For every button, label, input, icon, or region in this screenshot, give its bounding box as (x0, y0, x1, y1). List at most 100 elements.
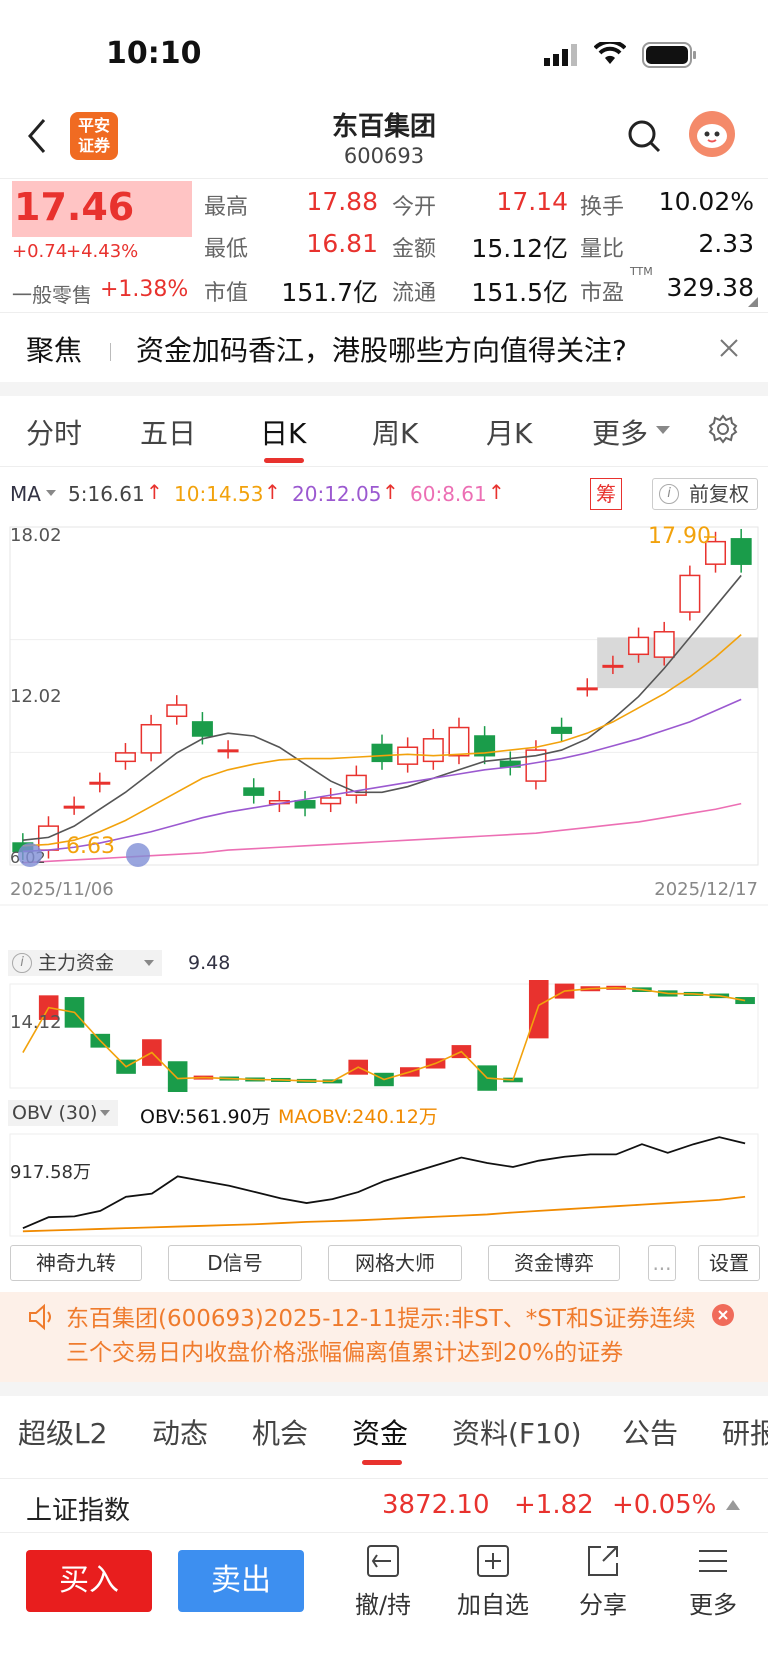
close-notice-icon[interactable] (712, 1304, 734, 1326)
sell-button[interactable]: 卖出 (178, 1550, 304, 1612)
section-tab-indicator (362, 1460, 402, 1465)
price-box (12, 181, 192, 237)
chevron-down-icon (656, 426, 670, 434)
capital-chart[interactable]: 14.12 (0, 980, 768, 1092)
candle (294, 800, 316, 809)
candle (730, 538, 752, 565)
speaker-icon (26, 1302, 56, 1336)
chart-frame (9, 1133, 759, 1237)
candle (653, 631, 675, 658)
capital-header: i 主力资金 9.48 (8, 950, 760, 978)
obv-y-label: 917.58万 (10, 1162, 91, 1183)
chip-button[interactable]: 筹 (590, 478, 622, 510)
add-watchlist-button[interactable]: 加自选 (448, 1543, 538, 1620)
tool-dsignal[interactable]: D信号 (168, 1245, 302, 1281)
expand-corner-icon[interactable] (748, 297, 758, 307)
ma5-up-arrow: ↑ (146, 480, 163, 504)
tool-capital-game[interactable]: 资金博弈 (488, 1245, 620, 1281)
tab-research[interactable]: 研报 (722, 1417, 768, 1450)
stat-label-amount: 金额 (392, 237, 437, 262)
ma-legend: MA 5:16.61 ↑ 10:14.53 ↑ 20:12.05 ↑ 60:8.… (0, 478, 768, 512)
avatar[interactable] (688, 110, 736, 162)
more-label: 更多 (689, 1591, 737, 1619)
adjust-button[interactable]: i 前复权 (652, 478, 758, 510)
notice-banner[interactable]: 东百集团(600693)2025-12-11提示:非ST、*ST和S证券连续三个… (0, 1292, 768, 1382)
ma20-value: 20:12.05 (292, 482, 382, 506)
tab-yuek[interactable]: 月K (486, 417, 533, 450)
stock-title: 东百集团 (331, 112, 436, 142)
tab-capital[interactable]: 资金 (352, 1417, 409, 1450)
obv-value: OBV:561.90万 (140, 1106, 271, 1128)
candle (140, 723, 162, 754)
tool-shenqi[interactable]: 神奇九转 (10, 1245, 142, 1281)
maobv-value: MAOBV:240.12万 (278, 1106, 438, 1128)
stat-label-open: 今开 (392, 195, 437, 220)
cancel-hold-label: 撤/持 (354, 1591, 412, 1619)
candle (114, 752, 136, 763)
sector-label[interactable]: 一般零售 (12, 283, 92, 307)
tab-dynamic[interactable]: 动态 (152, 1417, 209, 1450)
price-change-pct: +4.43% (66, 241, 139, 262)
index-bar[interactable]: 上证指数 3872.10 +1.82 +0.05% (0, 1480, 768, 1532)
tool-more-partial[interactable]: ... (648, 1245, 676, 1281)
chart-frame (9, 526, 759, 866)
chevron-down-icon (144, 960, 154, 966)
obv-chart[interactable]: 917.58万 (0, 1130, 768, 1240)
focus-bar[interactable]: 聚焦 资金加码香江，港股哪些方向值得关注? (0, 312, 768, 382)
event-marker (126, 843, 150, 867)
menu-icon (699, 1550, 727, 1572)
triangle-up-icon (726, 1500, 740, 1510)
focus-label: 聚焦 (26, 334, 83, 367)
stat-label-float: 流通 (392, 281, 437, 306)
y-mid-label: 12.02 (10, 686, 62, 707)
date-start-label: 2025/11/06 (10, 879, 114, 900)
stat-label-pe: 市盈 (580, 281, 625, 306)
tool-grid[interactable]: 网格大师 (328, 1245, 462, 1281)
candle (320, 797, 342, 805)
stat-value-amount: 15.12亿 (471, 234, 568, 263)
obv-selector[interactable]: OBV (30) (8, 1100, 118, 1126)
candle (551, 726, 573, 734)
search-icon[interactable] (626, 118, 662, 160)
stat-value-low: 16.81 (306, 229, 378, 258)
tab-f10[interactable]: 资料(F10) (452, 1417, 582, 1450)
capital-y-label: 14.12 (10, 1012, 62, 1033)
tab-announcement[interactable]: 公告 (622, 1417, 679, 1450)
tab-fenshi[interactable]: 分时 (26, 417, 83, 450)
cancel-hold-button[interactable]: 撤/持 (338, 1543, 428, 1620)
settings-button[interactable]: 设置 (698, 1245, 760, 1281)
tab-wuri[interactable]: 五日 (140, 417, 197, 450)
stat-label-turnover: 换手 (580, 195, 625, 220)
obv-header: OBV (30) OBV:561.90万 MAOBV:240.12万 (8, 1100, 760, 1128)
kline-chart[interactable]: 18.0212.026.0217.906.632025/11/062025/12… (0, 515, 768, 925)
focus-headline[interactable]: 资金加码香江，港股哪些方向值得关注? (136, 334, 627, 367)
section-divider (0, 1478, 768, 1479)
section-gap (0, 382, 768, 396)
quote-panel: 17.46 +0.74 +4.43% 一般零售 +1.38% 最高 17.88 … (0, 178, 768, 312)
tab-more[interactable]: 更多 (592, 417, 649, 450)
ma-label[interactable]: MA (10, 482, 41, 506)
chart-frame (9, 983, 759, 1089)
obv-title: OBV (30) (12, 1102, 98, 1124)
status-bar: 10:10 (0, 0, 768, 100)
stat-label-market-cap: 市值 (204, 281, 249, 306)
ma-dropdown-icon[interactable] (46, 490, 56, 496)
capital-value: 9.48 (188, 952, 231, 974)
more-button[interactable]: 更多 (668, 1543, 758, 1620)
close-icon[interactable] (718, 337, 740, 363)
broker-logo[interactable]: 平安 证券 (70, 112, 118, 160)
back-icon[interactable] (24, 116, 48, 160)
stat-value-turnover: 10.02% (658, 187, 754, 216)
tab-opportunity[interactable]: 机会 (252, 1417, 309, 1450)
capital-selector[interactable]: i 主力资金 (8, 950, 162, 976)
tab-rik[interactable]: 日K (260, 417, 307, 450)
tab-zhouk[interactable]: 周K (372, 417, 419, 450)
gear-icon[interactable] (708, 414, 738, 451)
buy-button[interactable]: 买入 (26, 1550, 152, 1612)
candle (602, 664, 624, 668)
candle (525, 749, 547, 782)
tab-super-l2[interactable]: 超级L2 (18, 1417, 108, 1450)
share-button[interactable]: 分享 (558, 1543, 648, 1620)
stat-value-float: 151.5亿 (471, 278, 568, 307)
ma20-up-arrow: ↑ (382, 480, 399, 504)
